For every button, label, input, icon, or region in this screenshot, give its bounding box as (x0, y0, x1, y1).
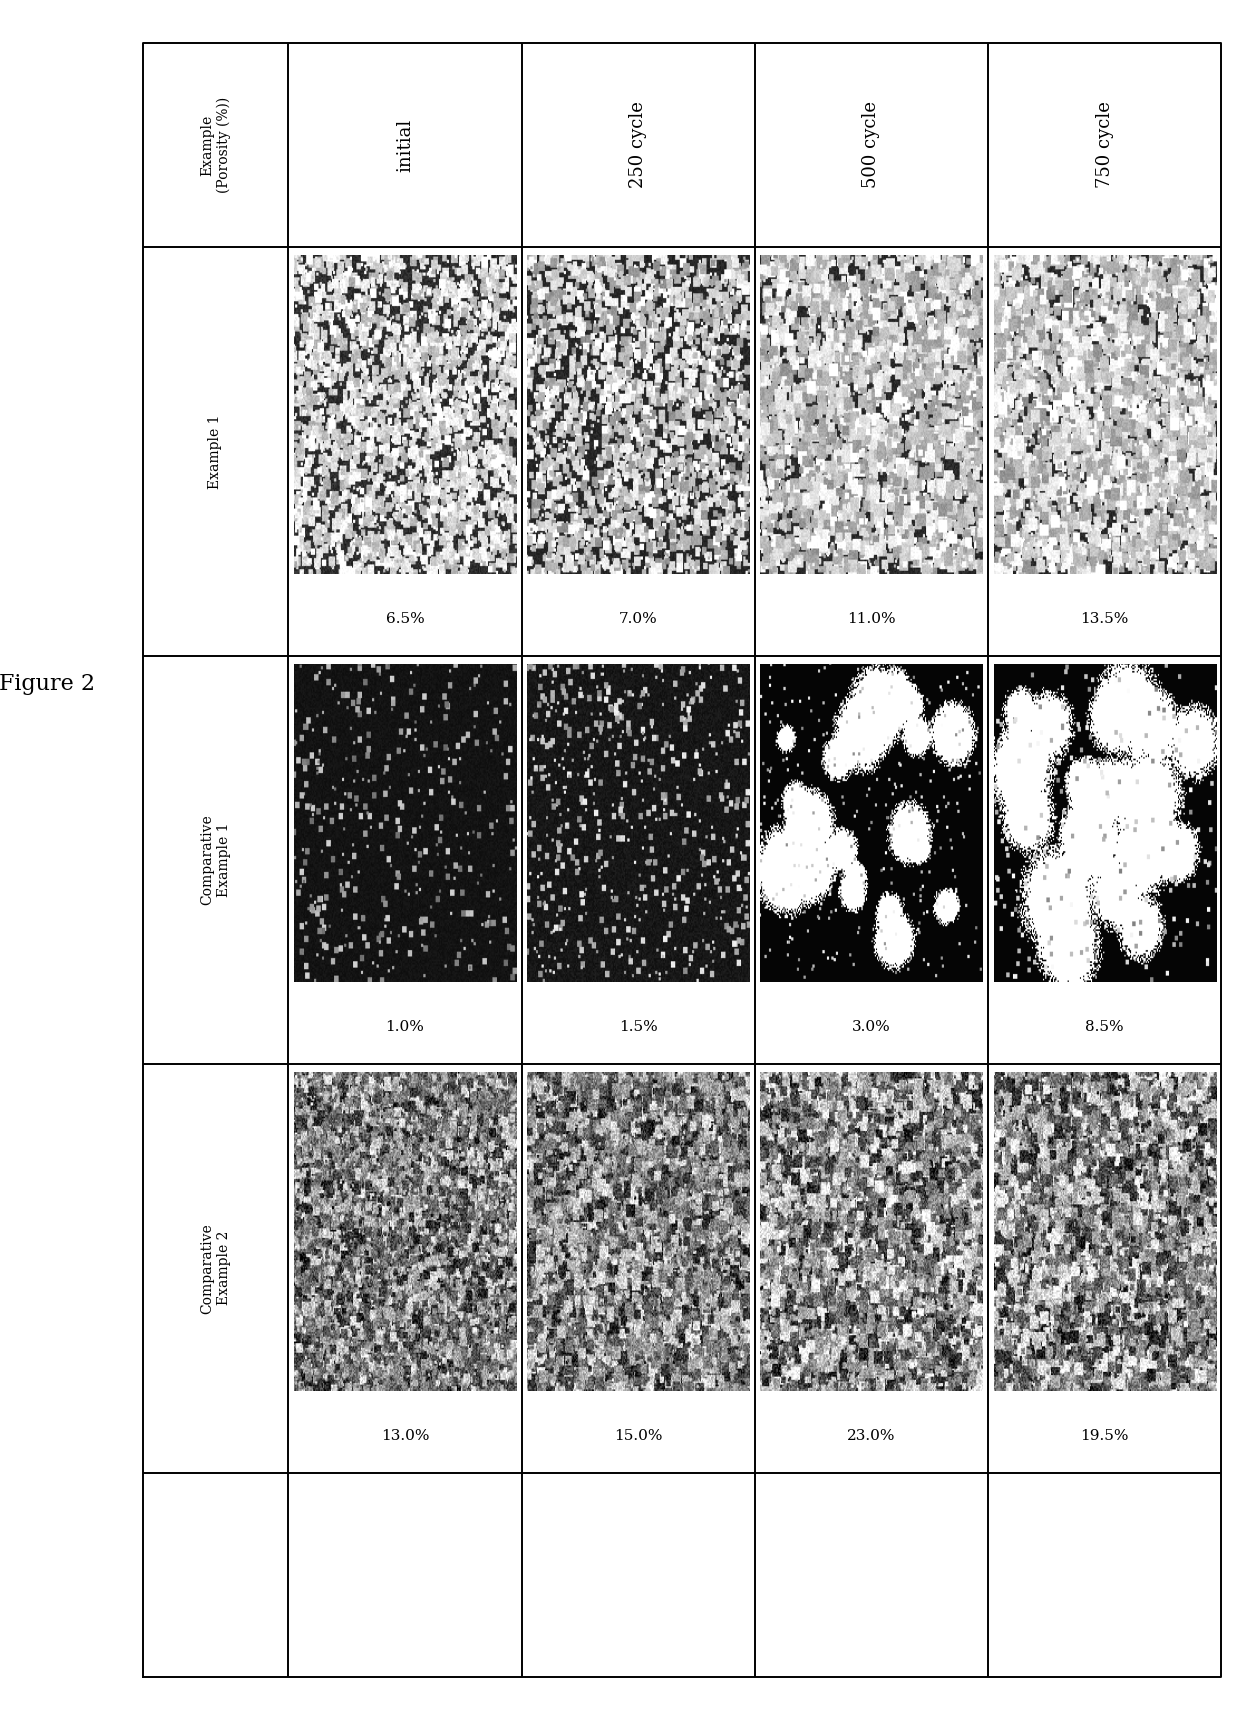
Text: 23.0%: 23.0% (847, 1429, 895, 1442)
Text: 250 cycle: 250 cycle (629, 101, 647, 188)
Text: 13.0%: 13.0% (381, 1429, 429, 1442)
Text: 19.5%: 19.5% (1080, 1429, 1128, 1442)
Text: 750 cycle: 750 cycle (1096, 101, 1114, 188)
Text: 11.0%: 11.0% (847, 613, 895, 626)
Text: Figure 2: Figure 2 (0, 674, 95, 695)
Text: 8.5%: 8.5% (1085, 1020, 1125, 1033)
Text: 1.0%: 1.0% (386, 1020, 424, 1033)
Text: 500 cycle: 500 cycle (863, 101, 880, 188)
Text: Comparative
Example 2: Comparative Example 2 (201, 1223, 231, 1314)
Text: Example
(Porosity (%)): Example (Porosity (%)) (200, 98, 231, 193)
Text: 15.0%: 15.0% (614, 1429, 662, 1442)
Text: Comparative
Example 1: Comparative Example 1 (201, 814, 231, 905)
Text: 7.0%: 7.0% (619, 613, 657, 626)
Text: 1.5%: 1.5% (619, 1020, 657, 1033)
Text: Example 1: Example 1 (208, 414, 222, 489)
Text: 6.5%: 6.5% (386, 613, 424, 626)
Text: initial: initial (396, 118, 414, 171)
Text: 3.0%: 3.0% (852, 1020, 890, 1033)
Text: 13.5%: 13.5% (1080, 613, 1128, 626)
